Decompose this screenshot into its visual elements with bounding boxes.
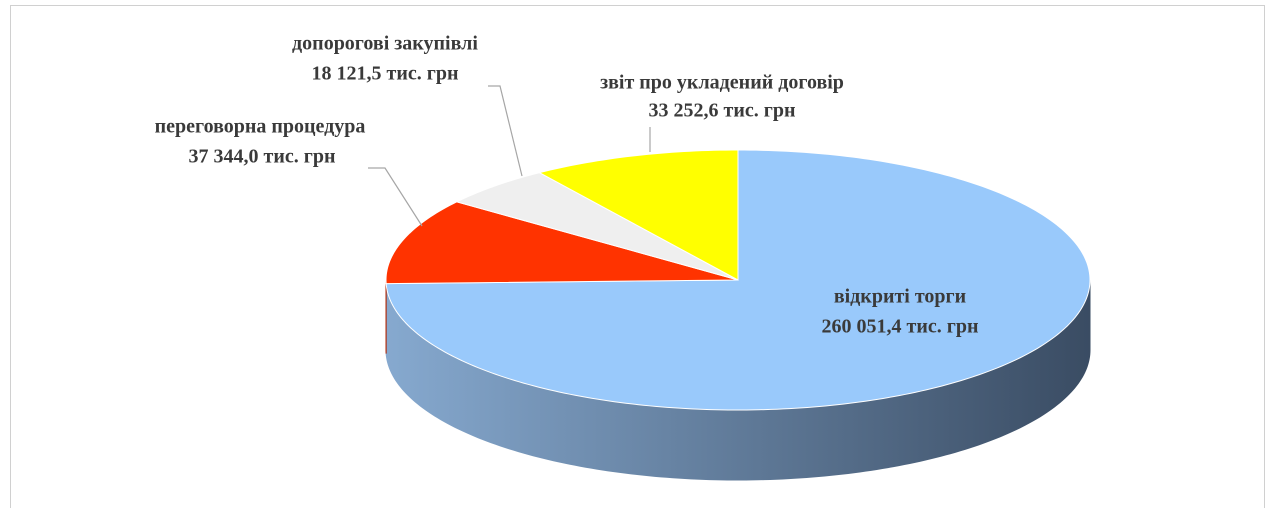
slice [385,201,739,285]
category-label: допорогові закупівлі [292,33,478,55]
slice [455,172,739,281]
leader-line [368,167,423,227]
frame [10,5,1265,508]
value-label: 18 121,5 тис. грн [312,63,459,85]
value-label: 260 051,4 тис. грн [822,316,979,338]
slice [538,149,739,281]
value-label: 33 252,6 тис. грн [649,100,796,122]
leader-line [488,85,523,177]
value-label: 37 344,0 тис. грн [189,146,336,168]
category-label: звіт про укладений договір [600,72,844,94]
category-label: відкриті торги [834,286,966,308]
category-label: переговорна процедура [155,116,366,138]
